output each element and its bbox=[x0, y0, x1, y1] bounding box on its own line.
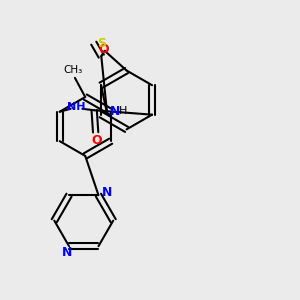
Text: N: N bbox=[110, 105, 121, 118]
Text: O: O bbox=[98, 43, 109, 56]
Text: CH₃: CH₃ bbox=[64, 65, 83, 76]
Text: S: S bbox=[98, 37, 106, 50]
Text: N: N bbox=[62, 246, 73, 259]
Text: NH: NH bbox=[67, 102, 85, 112]
Text: O: O bbox=[92, 134, 102, 147]
Text: N: N bbox=[102, 186, 112, 199]
Text: H: H bbox=[119, 106, 128, 116]
